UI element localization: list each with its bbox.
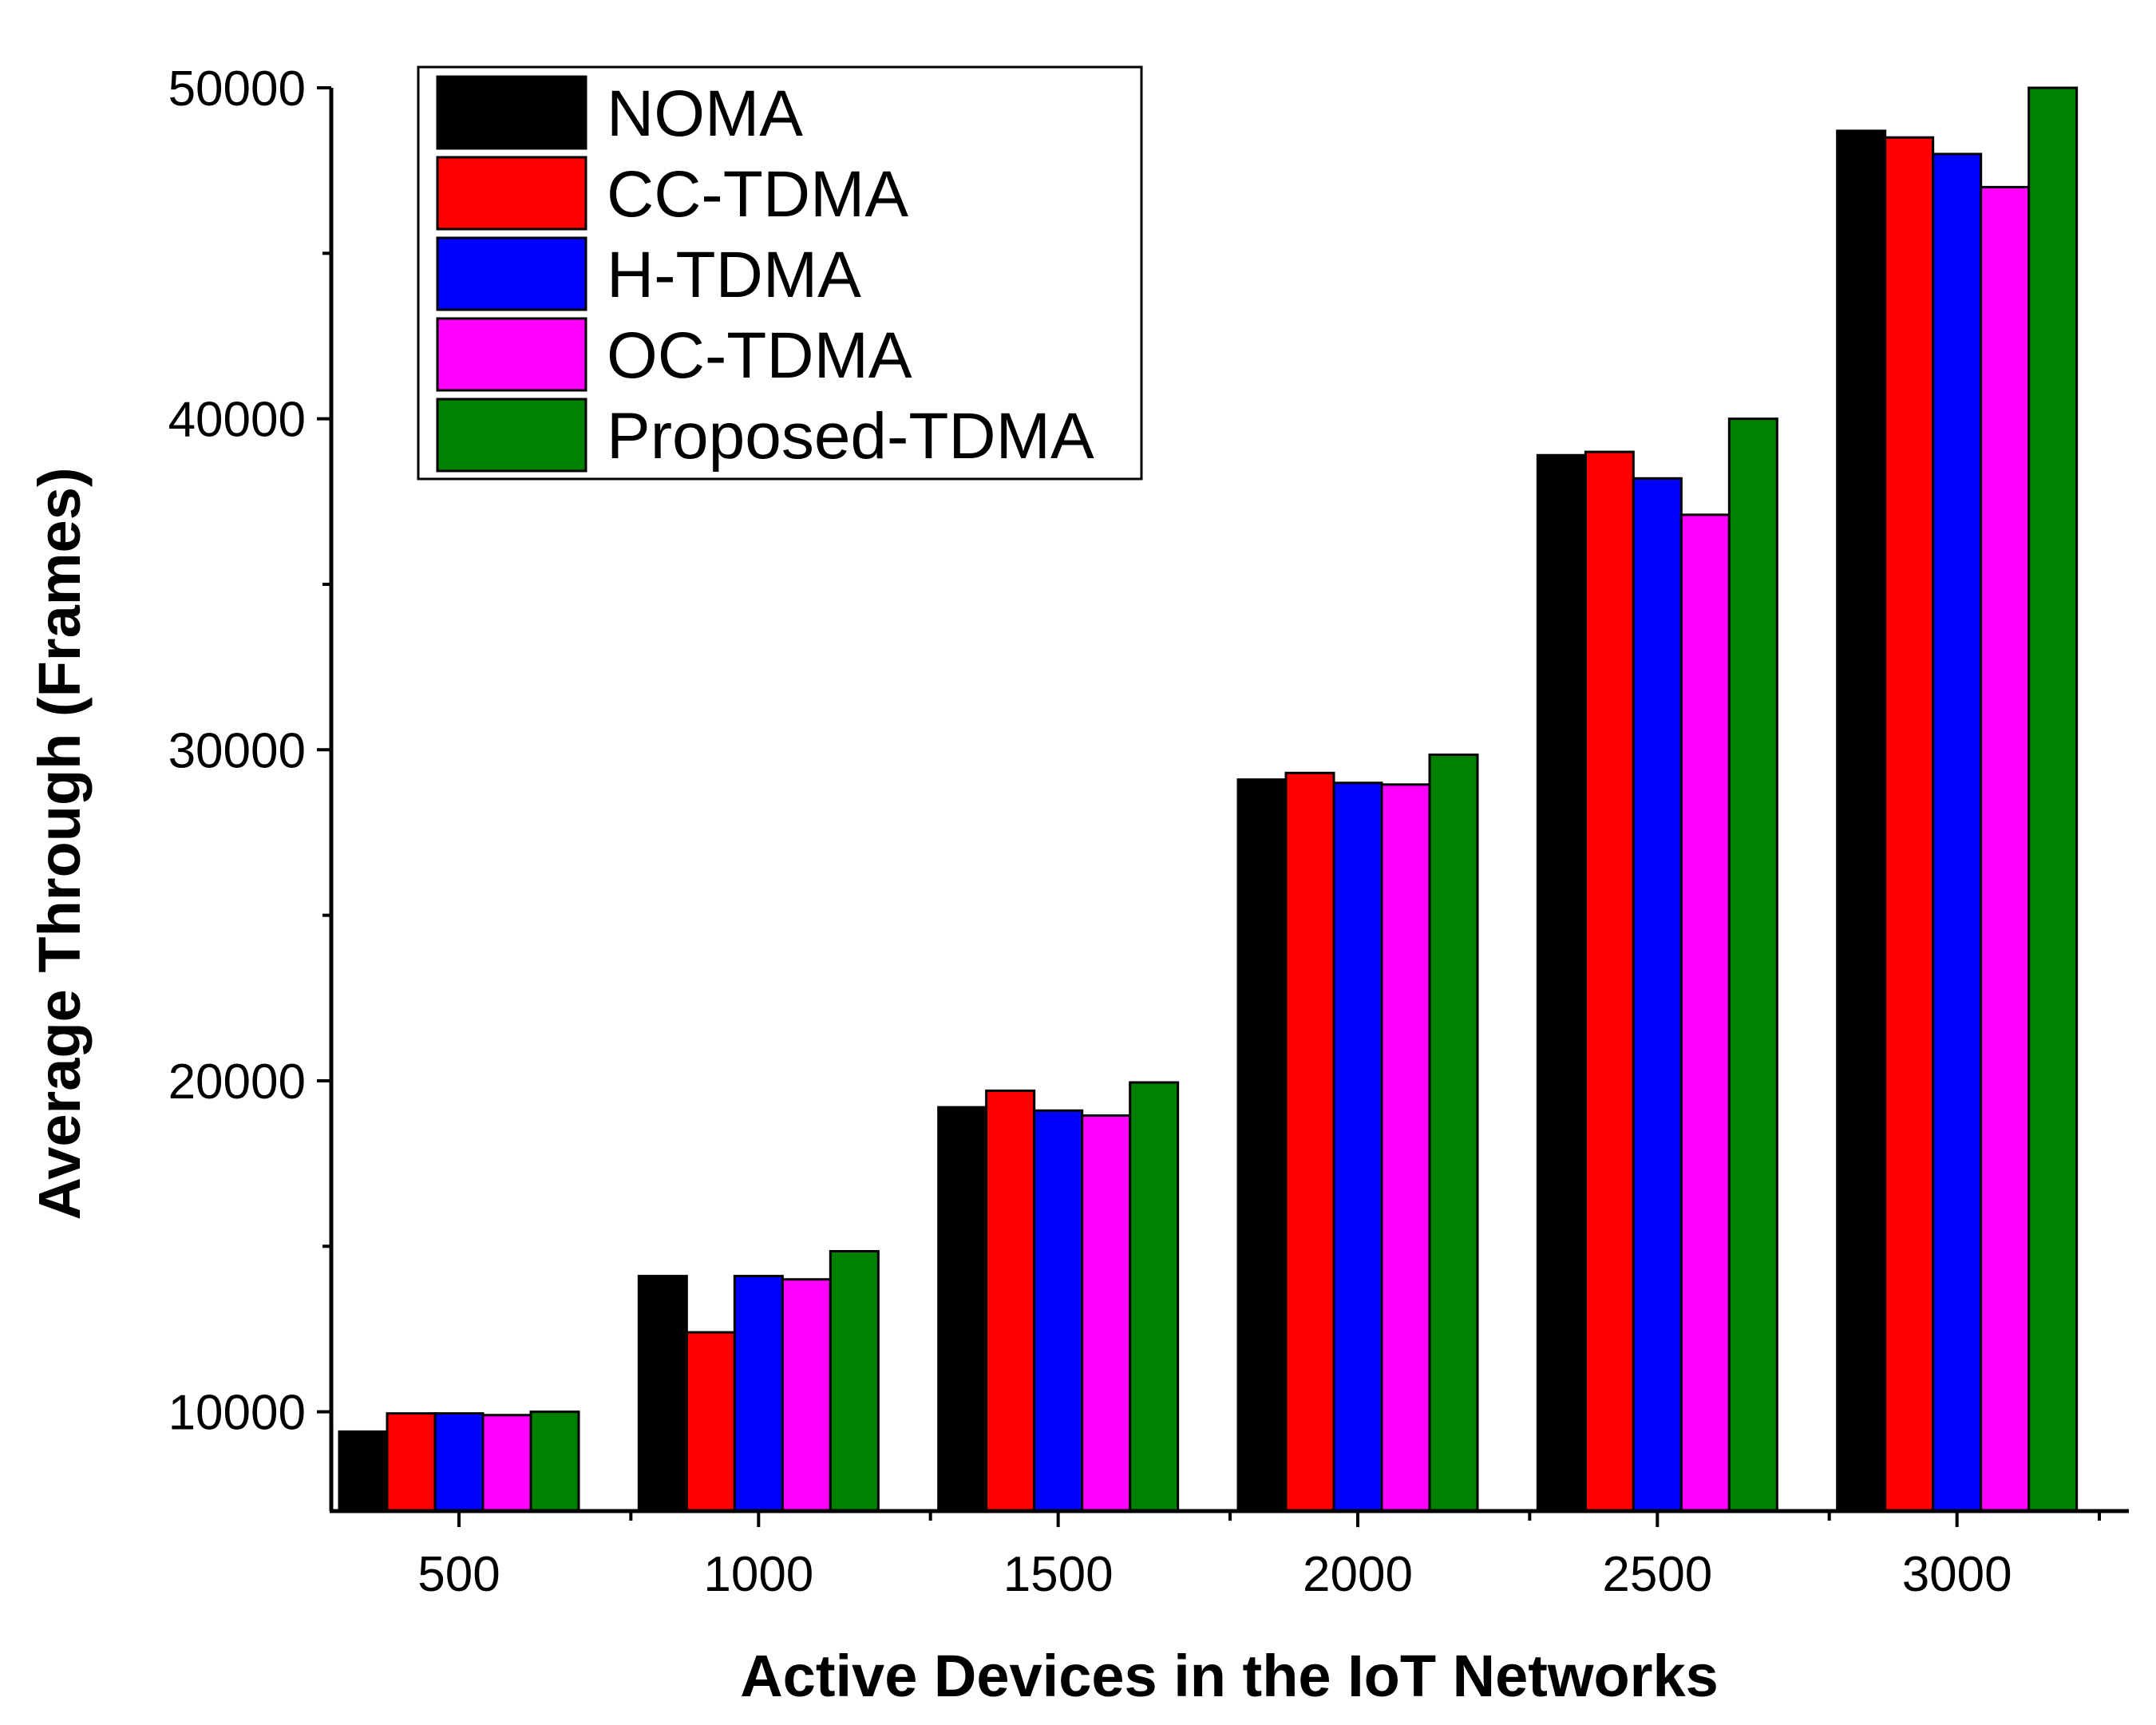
- x-tick-label: 500: [417, 1547, 500, 1602]
- bar-h-tdma-500: [433, 1412, 485, 1513]
- bar-cc-tdma-1000: [685, 1331, 736, 1513]
- y-tick-label: 50000: [168, 61, 306, 117]
- bar-noma-1000: [637, 1275, 688, 1513]
- legend-swatch-cc-tdma: [436, 156, 587, 231]
- legend-swatch-proposed-tdma: [436, 398, 587, 473]
- bar-cc-tdma-2000: [1284, 771, 1335, 1513]
- bar-proposed-tdma-2000: [1428, 754, 1479, 1513]
- x-tick-label: 1000: [703, 1547, 813, 1602]
- bar-noma-2000: [1236, 778, 1288, 1513]
- legend-swatch-h-tdma: [436, 236, 587, 311]
- legend-label-oc-tdma: OC-TDMA: [607, 319, 912, 392]
- x-tick-label: 2500: [1602, 1547, 1712, 1602]
- x-tick-label: 3000: [1902, 1547, 2012, 1602]
- bar-noma-1500: [937, 1106, 988, 1513]
- bar-h-tdma-3000: [1932, 152, 1983, 1513]
- bar-proposed-tdma-3000: [2027, 86, 2079, 1513]
- x-ticks-group: 500 1000 1500 2000 2500 3000: [417, 1511, 2101, 1602]
- y-tick-label: 10000: [168, 1386, 306, 1441]
- bars-group: [338, 86, 2079, 1513]
- bar-h-tdma-2500: [1632, 477, 1683, 1513]
- bar-oc-tdma-2000: [1380, 783, 1431, 1513]
- legend-swatch-noma: [436, 75, 587, 150]
- bar-oc-tdma-1000: [781, 1278, 832, 1513]
- legend-label-noma: NOMA: [607, 77, 803, 150]
- legend: NOMA CC-TDMA H-TDMA OC-TDMA Proposed-TDMA: [417, 65, 1143, 481]
- bar-proposed-tdma-1500: [1129, 1081, 1180, 1513]
- bar-h-tdma-2000: [1332, 781, 1383, 1513]
- bar-noma-3000: [1836, 129, 1887, 1513]
- y-ticks-group: 10000 20000 30000 40000 50000: [168, 61, 331, 1441]
- bar-oc-tdma-500: [481, 1414, 532, 1513]
- bar-cc-tdma-1500: [985, 1089, 1036, 1513]
- bar-proposed-tdma-1000: [829, 1249, 880, 1513]
- y-tick-label: 20000: [168, 1054, 306, 1110]
- legend-label-cc-tdma: CC-TDMA: [607, 158, 908, 231]
- y-axis-title: Average Through (Frames): [26, 468, 93, 1221]
- bar-proposed-tdma-2500: [1727, 417, 1778, 1513]
- bar-h-tdma-1000: [733, 1275, 784, 1513]
- legend-items: NOMA CC-TDMA H-TDMA OC-TDMA Proposed-TDMA: [436, 75, 1094, 473]
- bar-noma-500: [338, 1430, 389, 1513]
- x-tick-label: 2000: [1303, 1547, 1413, 1602]
- bar-cc-tdma-3000: [1884, 136, 1935, 1513]
- legend-label-proposed-tdma: Proposed-TDMA: [607, 400, 1094, 473]
- bar-noma-2500: [1536, 453, 1587, 1513]
- bar-oc-tdma-3000: [1980, 185, 2031, 1513]
- x-axis-title: Active Devices in the IoT Networks: [740, 1643, 1719, 1709]
- bar-h-tdma-1500: [1033, 1109, 1084, 1513]
- legend-swatch-oc-tdma: [436, 317, 587, 392]
- y-tick-label: 30000: [168, 723, 306, 778]
- x-tick-label: 1500: [1003, 1547, 1114, 1602]
- bar-cc-tdma-500: [386, 1412, 437, 1513]
- bar-oc-tdma-1500: [1081, 1114, 1132, 1513]
- bar-oc-tdma-2500: [1679, 513, 1731, 1513]
- legend-label-h-tdma: H-TDMA: [607, 239, 861, 311]
- bar-cc-tdma-2500: [1584, 450, 1635, 1513]
- y-tick-label: 40000: [168, 393, 306, 448]
- bar-proposed-tdma-500: [529, 1410, 580, 1513]
